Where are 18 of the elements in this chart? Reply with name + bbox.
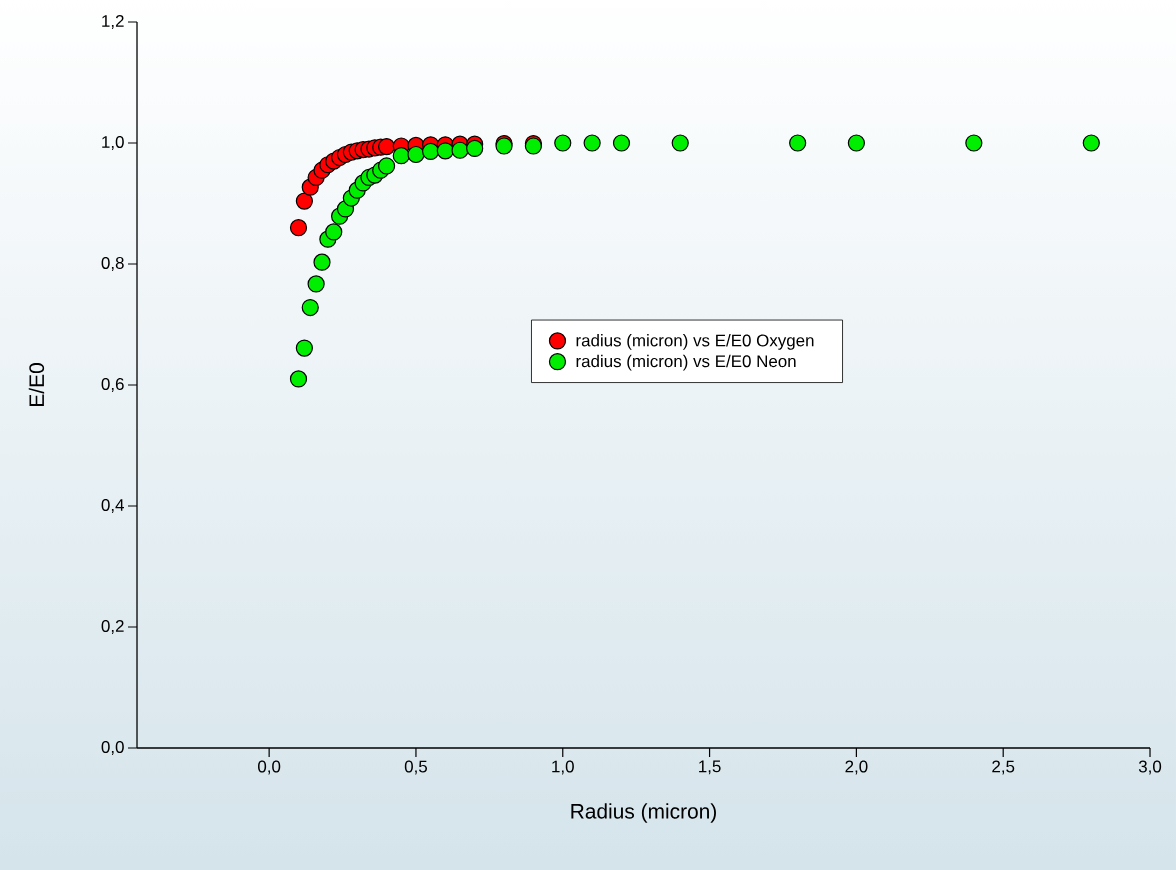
x-tick-label: 0,5 (404, 760, 428, 775)
x-tick-label: 1,5 (699, 760, 721, 775)
x-tick-label: 0,0 (258, 760, 281, 775)
y-tick-label: 1,2 (102, 14, 124, 29)
x-tick-label: 1,0 (552, 760, 574, 775)
y-axis-title: E/E0 (28, 363, 45, 406)
x-axis-title: Radius (micron) (571, 803, 716, 823)
y-tick-label: 0,0 (101, 740, 124, 755)
x-tick-label: 2,5 (992, 760, 1015, 775)
y-tick-label: 0,6 (101, 377, 124, 392)
x-tick-label: 2,0 (845, 760, 868, 775)
x-tick-label: 3,0 (1138, 760, 1162, 775)
y-tick-label: 0,2 (101, 619, 124, 634)
y-tick-label: 0,4 (101, 498, 124, 513)
legend-label: radius (micron) vs E/E0 Oxygen (576, 334, 814, 350)
legend-label: radius (micron) vs E/E0 Neon (576, 354, 796, 371)
y-tick-label: 0,8 (101, 256, 124, 271)
y-tick-label: 1,0 (102, 135, 124, 150)
